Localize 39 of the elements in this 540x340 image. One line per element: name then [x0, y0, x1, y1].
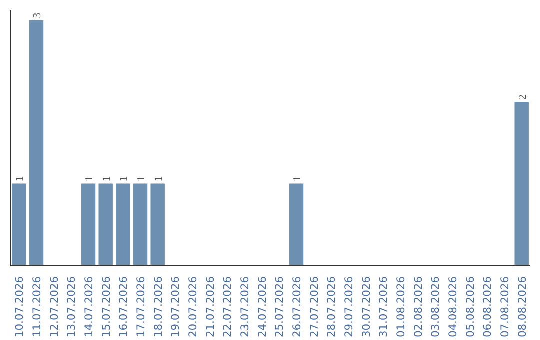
x-tick-label: 19.07.2026 — [169, 276, 182, 338]
x-tick-label: 07.08.2026 — [498, 276, 512, 338]
x-tick-label: 12.07.2026 — [48, 276, 61, 338]
x-tick-label: 11.07.2026 — [30, 276, 44, 338]
data-label: 1 — [15, 176, 26, 182]
x-tick-label: 28.07.2026 — [325, 276, 338, 338]
x-tick-label: 10.07.2026 — [13, 276, 26, 338]
x-tick-label: 20.07.2026 — [186, 276, 200, 338]
data-label: 1 — [102, 176, 113, 182]
data-label: 1 — [292, 176, 304, 182]
x-tick-label: 05.08.2026 — [464, 276, 477, 338]
x-tick-label: 27.07.2026 — [308, 276, 321, 338]
x-tick-label: 31.07.2026 — [377, 276, 390, 338]
data-label: 1 — [84, 176, 96, 182]
x-tick-label: 08.08.2026 — [516, 276, 529, 338]
x-tick-label: 01.08.2026 — [394, 276, 408, 338]
x-tick-label: 25.07.2026 — [273, 276, 286, 338]
data-label: 1 — [136, 176, 148, 182]
x-tick-label: 02.08.2026 — [412, 276, 425, 338]
x-tick-label: 24.07.2026 — [256, 276, 269, 338]
x-tick-label: 03.08.2026 — [429, 276, 442, 338]
x-tick-label: 04.08.2026 — [446, 276, 460, 338]
x-tick-label: 22.07.2026 — [221, 276, 234, 338]
data-label: 3 — [32, 12, 44, 18]
x-tick-label: 30.07.2026 — [360, 276, 373, 338]
x-tick-label: 23.07.2026 — [238, 276, 252, 338]
data-label: 2 — [518, 94, 529, 100]
x-tick-label: 21.07.2026 — [204, 276, 217, 338]
data-label: 1 — [119, 176, 130, 182]
x-tick-label: 17.07.2026 — [134, 276, 148, 338]
x-tick-label: 26.07.2026 — [290, 276, 304, 338]
data-label: 1 — [154, 176, 165, 182]
x-tick-label: 06.08.2026 — [481, 276, 494, 338]
x-tick-label: 14.07.2026 — [82, 276, 96, 338]
x-tick-label: 16.07.2026 — [117, 276, 130, 338]
x-tick-label: 18.07.2026 — [152, 276, 165, 338]
x-tick-label: 15.07.2026 — [100, 276, 113, 338]
x-tick-label: 29.07.2026 — [342, 276, 356, 338]
x-tick-label: 13.07.2026 — [65, 276, 78, 338]
